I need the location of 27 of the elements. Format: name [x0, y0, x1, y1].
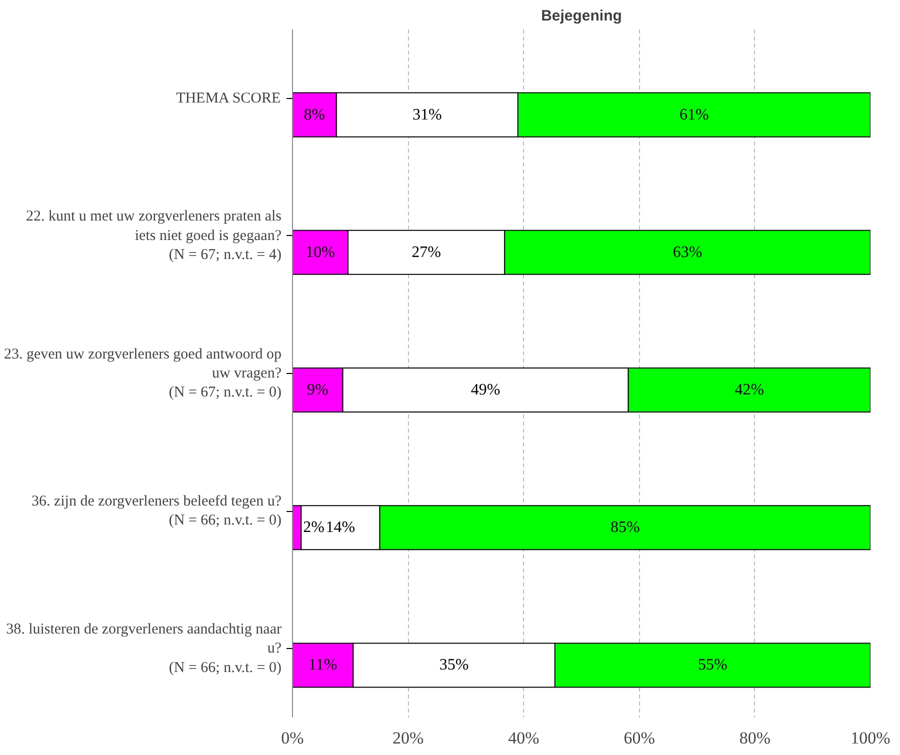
- data-label: 27%: [412, 244, 441, 261]
- data-label: 55%: [698, 656, 728, 674]
- data-label: 8%: [304, 106, 326, 124]
- data-label: 42%: [734, 382, 764, 399]
- data-label: 85%: [610, 519, 640, 536]
- data-label: 31%: [412, 106, 442, 124]
- y-tick-label: 38. luisteren de zorgverleners aandachtig naar u? (N = 66; n.v.t. = 0): [6, 622, 282, 676]
- data-label: 49%: [470, 382, 500, 399]
- y-tick-label: 36. zijn de zorgverleners beleefd tegen u? (N = 66; n.v.t. = 0): [31, 494, 282, 529]
- data-label: 9%: [306, 382, 328, 399]
- data-label: 14%: [326, 519, 356, 536]
- data-label: 35%: [439, 656, 469, 674]
- x-tick-label: 100%: [850, 728, 890, 748]
- data-label: 2%: [303, 519, 324, 536]
- chart-title: Bejegening: [541, 8, 622, 24]
- data-label: 61%: [680, 106, 709, 124]
- y-tick-label: 23. geven uw zorgverleners goed antwoord op uw vragen? (N = 67; n.v.t. = 0): [4, 346, 282, 401]
- x-tick-label: 20%: [392, 728, 424, 748]
- data-label: 10%: [306, 244, 335, 261]
- data-label: 11%: [308, 656, 338, 674]
- x-tick-label: 40%: [508, 728, 540, 748]
- y-tick-label: 22. kunt u met uw zorgverleners praten als iets niet goed is gegaan? (N = 67; n.v.t. = 4): [26, 208, 282, 264]
- x-tick-label: 60%: [624, 728, 655, 748]
- data-label: 63%: [672, 244, 702, 261]
- y-tick-label: THEMA SCORE: [176, 90, 281, 106]
- x-tick-label: 80%: [739, 728, 770, 748]
- x-tick-label: 0%: [281, 728, 304, 748]
